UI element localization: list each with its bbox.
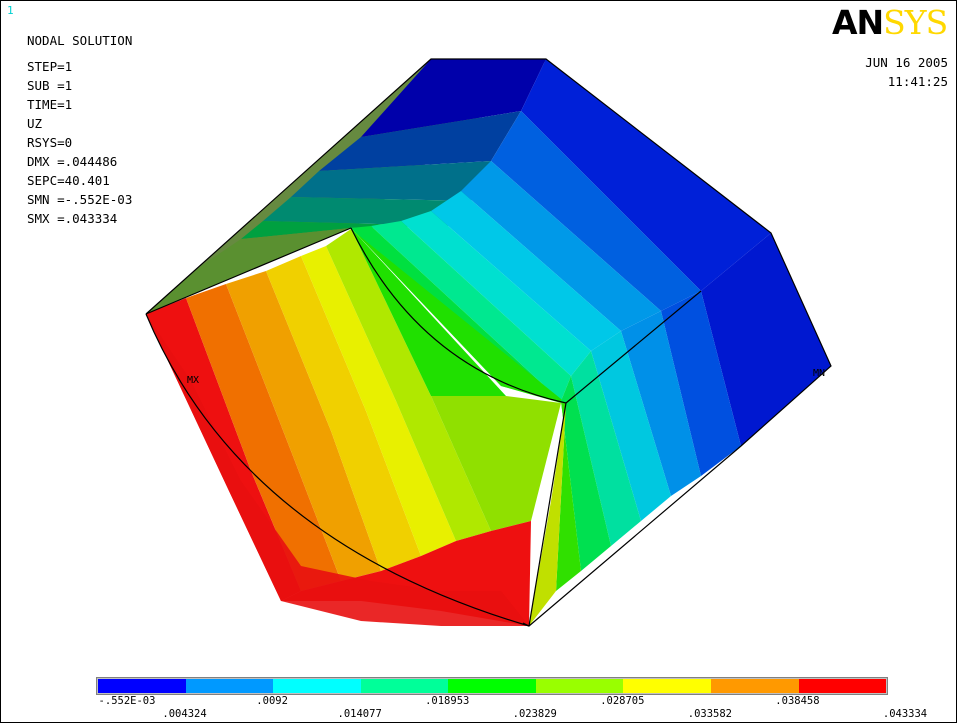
contour-legend-bar xyxy=(96,677,888,695)
legend-swatch-0 xyxy=(98,679,186,693)
info-smx: SMX =.043334 xyxy=(27,211,118,226)
legend-label-top-1: .0092 xyxy=(256,695,288,707)
info-time: TIME=1 xyxy=(27,97,73,112)
solution-info-block: NODAL SOLUTION STEP=1 SUB =1 TIME=1 UZ R… xyxy=(27,31,132,228)
info-substep: SUB =1 xyxy=(27,78,73,93)
legend-label-top-2: .018953 xyxy=(425,695,470,707)
legend-swatch-5 xyxy=(535,679,624,693)
legend-swatch-1 xyxy=(185,679,274,693)
legend-swatch-3 xyxy=(360,679,449,693)
logo-part-sys: SYS xyxy=(883,3,948,42)
legend-label-top-3: .028705 xyxy=(600,695,645,707)
legend-swatch-7 xyxy=(710,679,799,693)
ansys-logo: ANSYS xyxy=(832,3,948,42)
legend-swatch-4 xyxy=(448,679,536,693)
solution-title: NODAL SOLUTION xyxy=(27,33,133,48)
legend-label-bottom-3: .033582 xyxy=(687,708,733,720)
legend-swatch-2 xyxy=(273,679,361,693)
legend-label-top-0: -.552E-03 xyxy=(98,695,156,707)
date-label: JUN 16 2005 xyxy=(865,55,948,70)
legend-label-bottom-4: .043334 xyxy=(882,708,928,720)
legend-label-bottom-2: .023829 xyxy=(512,708,557,720)
window-number: 1 xyxy=(7,4,14,17)
min-marker: MN xyxy=(813,368,825,379)
legend-swatch-6 xyxy=(623,679,711,693)
info-smn: SMN =-.552E-03 xyxy=(27,192,133,207)
right-face xyxy=(529,233,831,626)
info-dmx: DMX =.044486 xyxy=(27,154,118,169)
info-result-item: UZ xyxy=(27,116,43,131)
info-step: STEP=1 xyxy=(27,59,73,74)
legend-label-bottom-0: .004324 xyxy=(162,708,207,720)
top-face xyxy=(146,59,771,403)
time-label: 11:41:25 xyxy=(887,74,948,89)
info-sepc: SEPC=40.401 xyxy=(27,173,110,188)
model-edges xyxy=(145,58,832,627)
legend-swatch-8 xyxy=(798,679,887,693)
front-face xyxy=(146,228,561,626)
info-rsys: RSYS=0 xyxy=(27,135,73,150)
logo-part-an: AN xyxy=(832,3,884,42)
legend-label-bottom-1: .014077 xyxy=(337,708,382,720)
timestamp-block: JUN 16 2005 11:41:25 xyxy=(865,53,948,91)
legend-label-top-4: .038458 xyxy=(775,695,820,707)
max-marker: MX xyxy=(187,375,199,386)
